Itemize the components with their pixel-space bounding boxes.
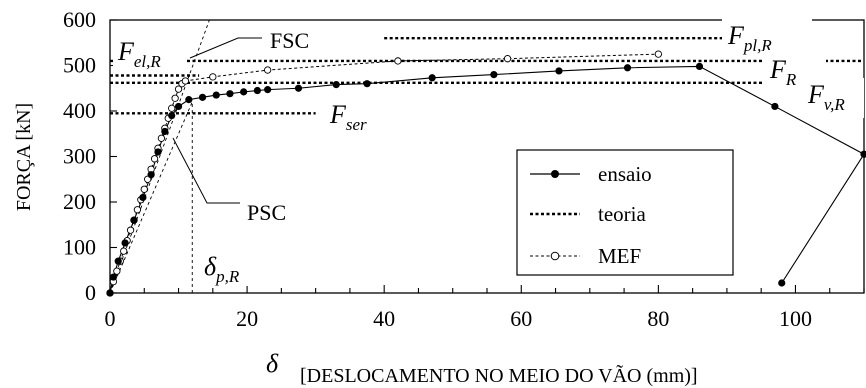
- label-background: [324, 94, 382, 138]
- label-background: [722, 18, 812, 54]
- y-tick-label: 0: [85, 280, 96, 305]
- ensaio-point: [332, 81, 340, 89]
- mef-point: [174, 85, 183, 93]
- x-tick-label: 60: [510, 306, 532, 331]
- ensaio-point: [185, 96, 193, 104]
- ensaio-point: [363, 80, 371, 88]
- ensaio-point: [240, 88, 248, 96]
- mef-point: [171, 94, 179, 102]
- y-tick-label: 200: [63, 189, 96, 214]
- ensaio-point: [154, 148, 162, 156]
- legend-item-teoria: teoria: [530, 202, 646, 226]
- ensaio-point: [490, 71, 498, 79]
- ensaio-point: [147, 171, 155, 179]
- ensaio-point: [264, 86, 272, 94]
- ensaio-point: [555, 67, 563, 75]
- y-tick-label: 500: [63, 53, 96, 78]
- legend: ensaio teoria MEF: [516, 149, 734, 276]
- x-tick-label: 0: [105, 306, 116, 331]
- ensaio-point: [106, 289, 114, 297]
- fsc-leader-line: [189, 37, 262, 59]
- legend-marker-mef: [550, 251, 560, 261]
- x-tick-label: 20: [236, 306, 258, 331]
- mef-point: [126, 226, 135, 234]
- ensaio-point: [121, 239, 129, 247]
- mef-point: [264, 66, 272, 74]
- psc-leader-line: [172, 137, 240, 204]
- ensaio-point: [139, 193, 147, 202]
- ensaio-point: [114, 257, 122, 265]
- ensaio-point: [253, 86, 261, 95]
- mef-point: [113, 267, 121, 275]
- x-axis-symbol: δ: [266, 349, 279, 378]
- label-background: [200, 250, 270, 286]
- y-tick-label: 600: [63, 7, 96, 32]
- ensaio-point: [428, 74, 436, 82]
- annotation-fsc: FSC: [270, 28, 309, 53]
- ensaio-point: [860, 150, 866, 158]
- legend-item-mef: MEF: [530, 244, 641, 268]
- ensaio-point: [623, 64, 632, 72]
- legend-label-mef: MEF: [598, 244, 641, 268]
- axes: 0 20 40 60 80 100 0 100 200 300 400 500 600 FORÇA [kN…: [13, 7, 865, 387]
- ensaio-point: [130, 216, 138, 224]
- y-axis-title: FORÇA [kN]: [13, 103, 35, 211]
- mef-point: [168, 104, 176, 112]
- label-background: [262, 26, 322, 56]
- mef-point: [157, 134, 166, 142]
- ensaio-point: [226, 90, 234, 98]
- x-tick-label: 100: [779, 306, 812, 331]
- mef-point: [654, 50, 663, 58]
- ensaio-point: [109, 273, 118, 281]
- ensaio-point: [294, 84, 303, 92]
- ensaio-point: [695, 62, 704, 71]
- label-background: [113, 30, 185, 68]
- ensaio-point: [174, 102, 183, 111]
- legend-marker-ensaio: [551, 170, 559, 178]
- x-axis-title: [DESLOCAMENTO NO MEIO DO VÃO (mm)]: [300, 363, 698, 387]
- mef-point: [140, 185, 148, 193]
- ensaio-point: [161, 127, 169, 136]
- mef-point: [503, 55, 512, 63]
- y-tick-label: 300: [63, 144, 96, 169]
- ensaio-point: [771, 102, 779, 111]
- mef-point: [120, 247, 128, 255]
- y-tick-label: 400: [63, 98, 96, 123]
- legend-item-ensaio: ensaio: [530, 162, 652, 186]
- x-tick-label: 80: [647, 306, 669, 331]
- ref-line: [109, 19, 210, 294]
- mef-point: [209, 73, 217, 81]
- legend-label-ensaio: ensaio: [598, 162, 652, 186]
- y-tick-label: 100: [63, 235, 96, 260]
- theory-lines: [110, 37, 864, 115]
- annotation-psc: PSC: [247, 200, 286, 225]
- ensaio-point: [168, 111, 176, 120]
- ensaio-point: [212, 91, 220, 99]
- mef-point: [133, 206, 142, 214]
- mef-point: [394, 57, 402, 65]
- ensaio-point: [198, 93, 207, 101]
- x-tick-label: 40: [373, 306, 395, 331]
- series-layer: [106, 50, 866, 297]
- mef-point: [181, 77, 190, 85]
- mef-point: [150, 155, 159, 163]
- ensaio-point: [778, 279, 786, 287]
- ref-line: [109, 101, 193, 294]
- reference-lines: [109, 19, 210, 294]
- label-background: [240, 196, 304, 226]
- label-background: [802, 78, 864, 118]
- legend-label-teoria: teoria: [598, 202, 646, 226]
